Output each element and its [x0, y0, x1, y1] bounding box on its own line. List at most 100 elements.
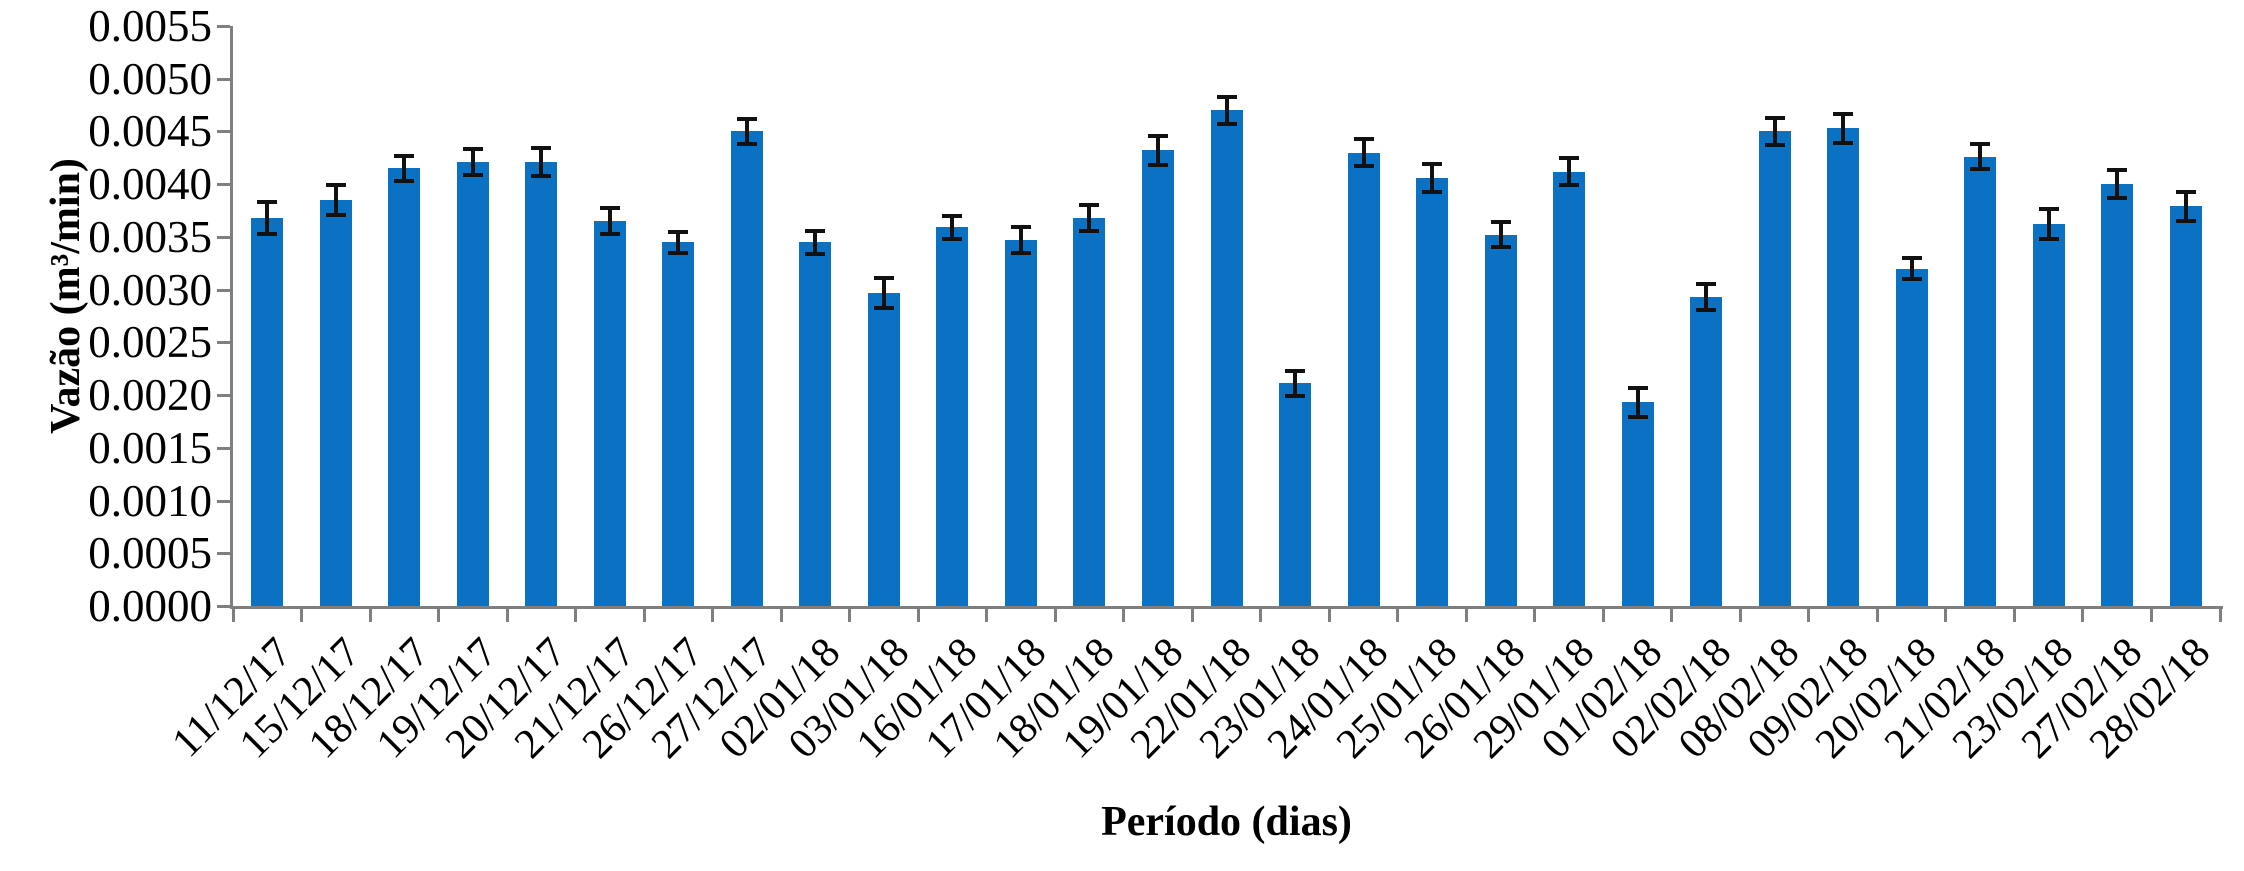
error-bar: [2115, 170, 2120, 198]
y-tick-label: 0.0055: [88, 1, 212, 51]
error-bar: [333, 185, 338, 215]
y-tick-label: 0.0000: [88, 581, 212, 631]
error-bar: [402, 155, 407, 181]
error-bar-cap-top: [1833, 111, 1854, 116]
error-bar-cap-bottom: [1559, 183, 1580, 188]
bar: [1553, 171, 1586, 606]
bar: [525, 162, 558, 606]
x-axis-tick: [1875, 609, 1879, 622]
error-bar-cap-bottom: [531, 173, 552, 178]
bar: [1827, 128, 1860, 606]
y-axis-line: [230, 26, 233, 609]
y-axis-tick: [217, 446, 230, 450]
y-tick-label: 0.0025: [88, 317, 212, 368]
bar: [319, 200, 352, 606]
error-bar-cap-bottom: [257, 231, 278, 236]
error-bar: [2183, 191, 2188, 222]
error-bar-cap-top: [325, 183, 346, 188]
error-bar-cap-bottom: [2038, 237, 2059, 242]
x-axis-tick: [505, 609, 509, 622]
bar: [2032, 224, 2065, 606]
error-bar-cap-top: [394, 153, 415, 158]
y-axis-tick: [217, 341, 230, 345]
error-bar: [676, 231, 681, 253]
error-bar-cap-bottom: [1147, 163, 1168, 168]
error-bar-cap-bottom: [2107, 195, 2128, 200]
bar: [730, 131, 763, 606]
x-axis-tick: [916, 609, 920, 622]
bar: [2169, 206, 2202, 606]
error-bar-cap-top: [942, 213, 963, 218]
x-axis-tick: [1327, 609, 1331, 622]
x-axis-tick: [1396, 609, 1400, 622]
bar: [799, 242, 832, 606]
bar: [1347, 152, 1380, 606]
error-bar-cap-bottom: [599, 231, 620, 236]
x-axis-tick: [1944, 609, 1948, 622]
bar: [1141, 150, 1174, 606]
bar: [936, 227, 969, 606]
y-tick-label: 0.0045: [88, 106, 212, 157]
bar: [1416, 177, 1449, 606]
y-axis-tick: [217, 77, 230, 81]
error-bar-cap-top: [1285, 368, 1306, 373]
y-tick-label: 0.0030: [88, 264, 212, 315]
y-tick-label: 0.0005: [88, 528, 212, 579]
error-bar-cap-top: [1353, 136, 1374, 141]
bar: [662, 242, 695, 606]
error-bar: [1018, 227, 1023, 253]
x-axis-tick: [2218, 609, 2222, 622]
error-bar: [881, 278, 886, 308]
x-axis-tick: [1190, 609, 1194, 622]
error-bar: [1224, 96, 1229, 125]
error-bar: [2046, 209, 2051, 239]
x-axis-title: Período (dias): [1101, 799, 1352, 845]
error-bar: [1772, 117, 1777, 146]
x-axis-tick: [300, 609, 304, 622]
error-bar: [813, 230, 818, 254]
bar: [1210, 110, 1243, 606]
bar: [456, 162, 489, 606]
error-bar-cap-bottom: [1010, 250, 1031, 255]
y-axis-tick: [217, 605, 230, 608]
error-bar-cap-bottom: [873, 305, 894, 310]
x-axis-tick: [368, 609, 372, 622]
error-bar-cap-bottom: [394, 179, 415, 184]
error-bar-cap-top: [462, 147, 483, 152]
error-bar-cap-top: [599, 206, 620, 211]
y-tick-label: 0.0015: [88, 422, 212, 473]
x-axis-tick: [437, 609, 441, 622]
error-bar-cap-top: [1627, 385, 1648, 390]
x-axis-tick: [1464, 609, 1468, 622]
x-axis-tick: [1601, 609, 1605, 622]
y-axis-tick: [217, 552, 230, 556]
bar: [1279, 383, 1312, 606]
bar: [388, 168, 421, 606]
error-bar-cap-bottom: [942, 237, 963, 242]
error-bar-cap-top: [805, 228, 826, 233]
error-bar-cap-bottom: [1216, 122, 1237, 127]
x-axis-tick: [1738, 609, 1742, 622]
error-bar-cap-top: [1010, 225, 1031, 230]
error-bar-cap-bottom: [1422, 189, 1443, 194]
x-axis-tick: [1533, 609, 1537, 622]
error-bar-cap-bottom: [1285, 394, 1306, 399]
error-bar-cap-top: [2038, 207, 2059, 212]
error-bar: [607, 208, 612, 234]
error-bar-cap-top: [1970, 142, 1991, 147]
error-bar: [1978, 144, 1983, 170]
y-tick-label: 0.0035: [88, 211, 212, 262]
error-bar: [744, 118, 749, 145]
y-tick-label: 0.0020: [88, 370, 212, 421]
y-axis-tick: [217, 394, 230, 398]
error-bar: [1361, 138, 1366, 167]
error-bar-cap-bottom: [1970, 167, 1991, 172]
error-bar-cap-top: [873, 276, 894, 281]
error-bar-cap-top: [1490, 220, 1511, 225]
error-bar-cap-top: [1901, 256, 1922, 260]
bar: [1484, 234, 1517, 606]
error-bar-cap-top: [1216, 94, 1237, 99]
x-axis-tick: [2012, 609, 2016, 622]
error-bar: [1635, 387, 1640, 418]
x-axis-tick: [574, 609, 578, 622]
